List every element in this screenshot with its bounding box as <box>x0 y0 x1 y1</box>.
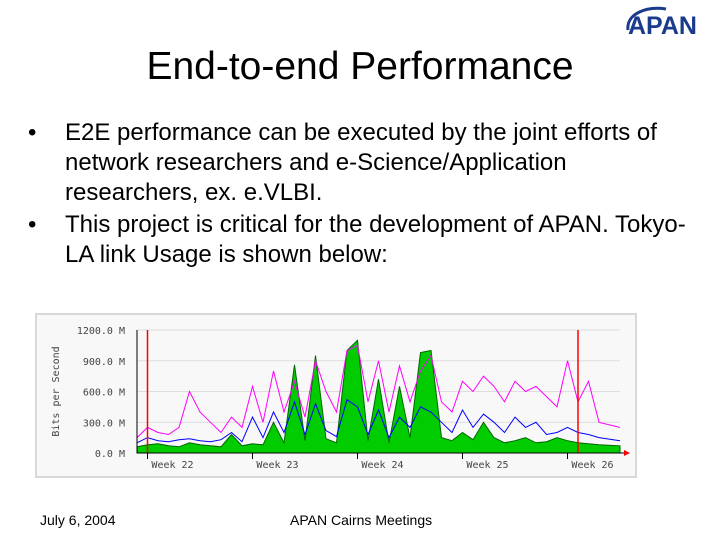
bullet-item: • This project is critical for the devel… <box>28 210 688 270</box>
bullet-text: E2E performance can be executed by the j… <box>65 119 657 206</box>
y-tick-label: 900.0 M <box>83 357 125 368</box>
traffic-chart: 1200.0 M 900.0 M 600.0 M 300.0 M 0.0 M Bits p… <box>35 313 637 478</box>
bullet-list: • E2E performance can be executed by the… <box>28 118 688 272</box>
slide-title: End-to-end Performance <box>146 45 574 88</box>
footer-meeting: APAN Cairns Meetings <box>290 512 433 528</box>
x-tick-label: Week 24 <box>361 460 403 471</box>
series-line-outgoing <box>136 398 621 444</box>
bullet-icon: • <box>28 211 37 238</box>
x-axis-arrow-icon <box>624 450 630 456</box>
logo-swoosh-icon <box>626 6 667 31</box>
y-tick-label: 1200.0 M <box>77 326 125 337</box>
y-tick-label: 300.0 M <box>83 418 125 429</box>
x-tick-label: Week 25 <box>466 460 508 471</box>
logo-text: APAN <box>628 12 697 40</box>
y-tick-label: 600.0 M <box>83 388 125 399</box>
bullet-text: This project is critical for the develop… <box>65 211 686 268</box>
bullet-icon: • <box>28 119 37 146</box>
x-tick-label: Week 23 <box>256 460 298 471</box>
y-tick-label: 0.0 M <box>95 449 125 460</box>
series-line-peak <box>136 344 621 438</box>
bullet-item: • E2E performance can be executed by the… <box>28 118 688 208</box>
footer-date: July 6, 2004 <box>40 512 116 528</box>
x-tick-label: Week 22 <box>151 460 193 471</box>
x-tick-label: Week 26 <box>571 460 613 471</box>
apan-logo: APAN <box>626 6 697 40</box>
y-axis-title: Bits per Second <box>51 346 62 436</box>
series-area-incoming <box>136 339 621 454</box>
